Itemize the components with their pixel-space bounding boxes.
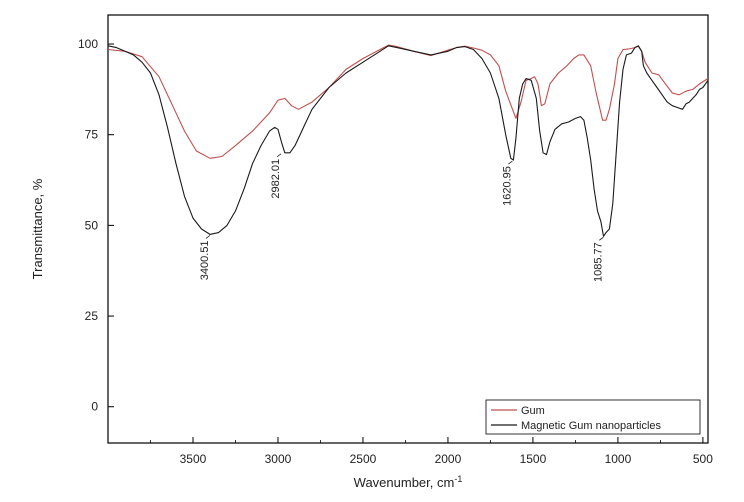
annotation-label: 2982.01: [270, 159, 282, 199]
x-tick-label: 1500: [520, 452, 547, 466]
x-tick-label: 2500: [350, 452, 377, 466]
x-axis-label-text: Wavenumber, cm: [354, 475, 455, 490]
annotation-label: 1085.77: [592, 242, 604, 282]
x-axis-ticks: 3500 3000 2500 2000 1500 1000 500: [150, 437, 713, 466]
legend: Gum Magnetic Gum nanoparticles: [485, 399, 701, 435]
x-axis-label: Wavenumber, cm-1: [354, 474, 463, 490]
x-tick-label: 3500: [180, 452, 207, 466]
series-lines: [107, 44, 709, 237]
annotation-label: 1620.95: [501, 166, 513, 206]
annotation-leader: [508, 160, 513, 165]
y-tick-label: 75: [85, 128, 99, 142]
annotation-leader: [276, 153, 282, 158]
annotation-leader: [599, 236, 604, 241]
y-tick-label: 25: [85, 309, 99, 323]
y-tick-label: 0: [91, 400, 98, 414]
plot-frame: [107, 14, 709, 444]
legend-box: [485, 399, 701, 435]
y-axis-ticks: 0 25 50 75 100: [78, 37, 114, 414]
x-tick-label: 3000: [265, 452, 292, 466]
annotation-label: 3400.51: [199, 240, 211, 280]
series-line-gum: [107, 44, 709, 159]
y-tick-label: 100: [78, 37, 98, 51]
y-axis-label: Transmittance, %: [30, 178, 45, 279]
legend-label-gum: Gum: [521, 405, 545, 417]
x-tick-label: 1000: [605, 452, 632, 466]
annotation-leader: [205, 235, 211, 239]
legend-label-magnetic-gum: Magnetic Gum nanoparticles: [521, 420, 662, 432]
y-tick-label: 50: [85, 218, 99, 232]
series-line-magnetic-gum: [107, 45, 709, 237]
peak-annotations: 3400.51 2982.01 1620.95 1085.77: [199, 153, 604, 282]
x-tick-label: 2000: [435, 452, 462, 466]
x-axis-label-superscript: -1: [454, 474, 462, 484]
x-tick-label: 500: [693, 452, 713, 466]
